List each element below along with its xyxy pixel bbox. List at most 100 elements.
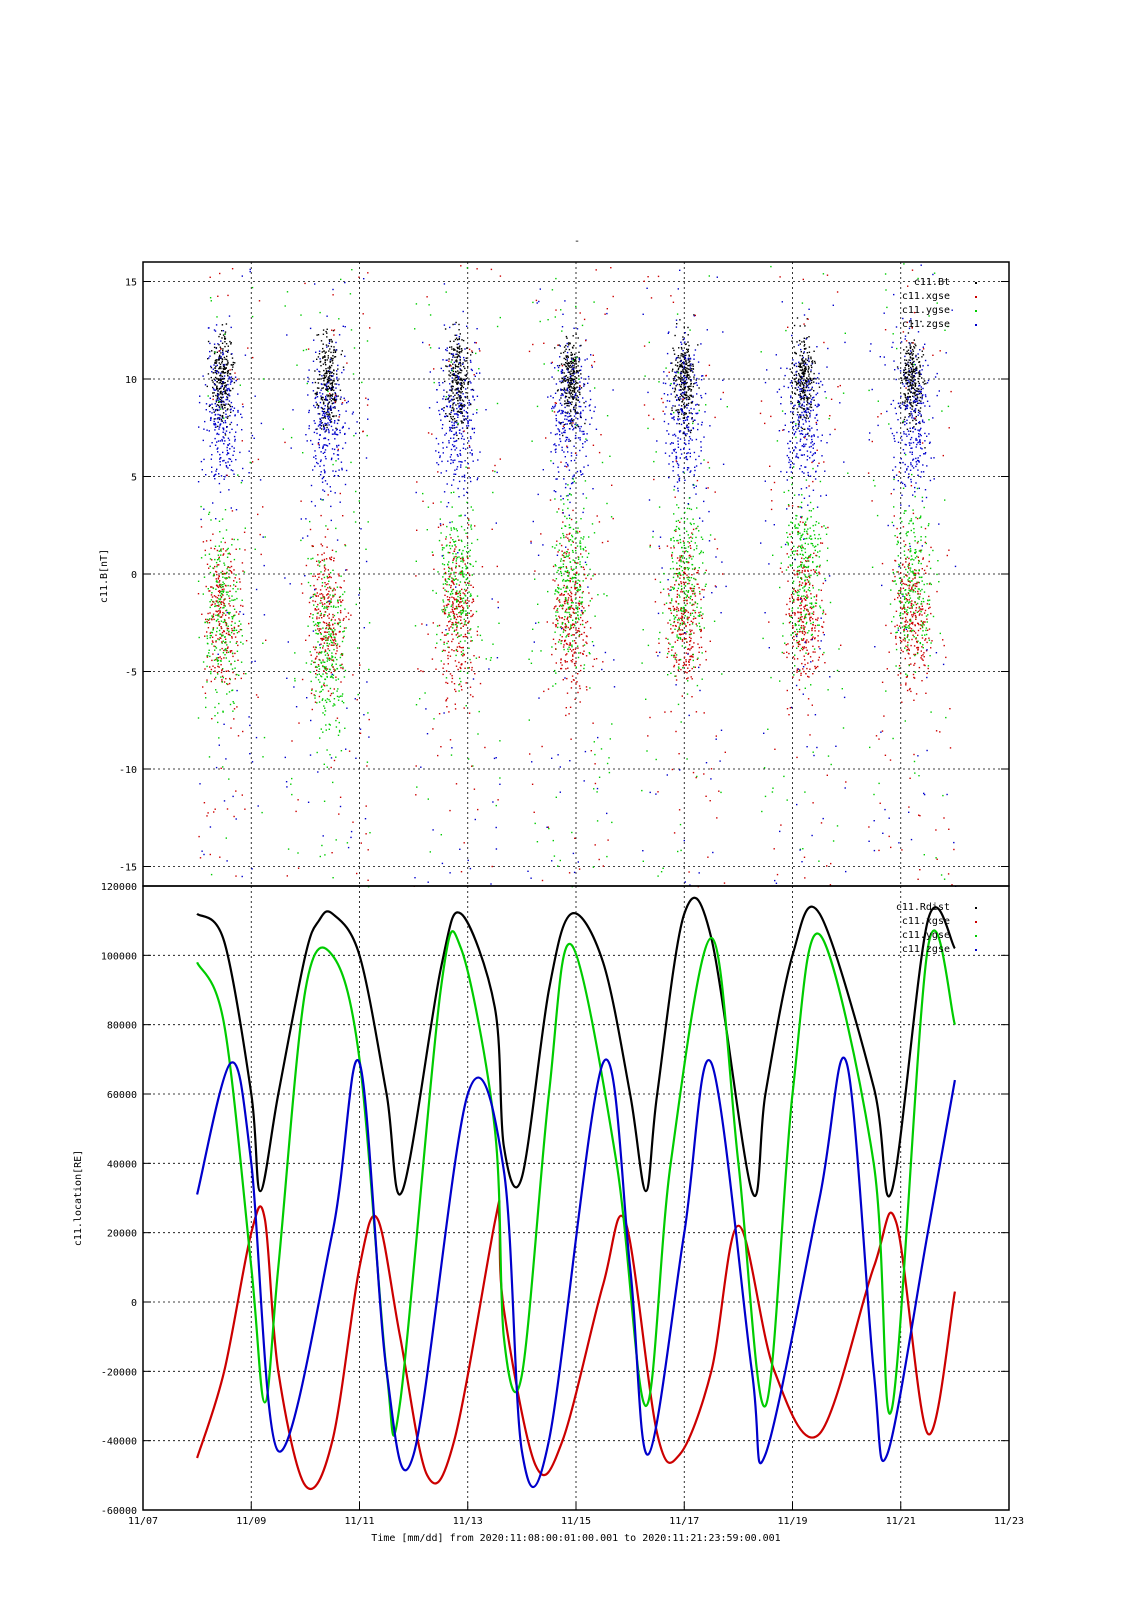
- top-point: [688, 567, 690, 569]
- top-point: [561, 369, 564, 372]
- top-point: [561, 449, 563, 451]
- top-point: [678, 423, 680, 425]
- top-point: [307, 394, 309, 396]
- top-point: [314, 381, 317, 384]
- top-point: [669, 602, 671, 604]
- top-point: [662, 588, 665, 590]
- top-point: [231, 629, 233, 632]
- top-point: [693, 587, 695, 590]
- top-point: [314, 575, 316, 577]
- top-point: [215, 570, 217, 573]
- top-point: [692, 363, 694, 366]
- top-point: [325, 444, 328, 446]
- top-point: [445, 536, 447, 538]
- top-point: [457, 438, 460, 440]
- top-point: [670, 589, 672, 591]
- top-point: [220, 367, 222, 370]
- top-point: [233, 718, 235, 720]
- top-point: [324, 376, 326, 379]
- top-point: [550, 432, 552, 434]
- top-point: [224, 345, 226, 348]
- top-point: [318, 350, 321, 352]
- top-point: [213, 595, 216, 597]
- top-point: [445, 700, 447, 702]
- top-point: [219, 656, 221, 658]
- top-point: [233, 629, 236, 632]
- top-point: [442, 587, 445, 589]
- top-point: [222, 586, 224, 588]
- top-point: [232, 710, 234, 712]
- top-point: [323, 383, 325, 385]
- top-point: [312, 545, 314, 547]
- top-point: [470, 593, 472, 595]
- top-point: [689, 655, 691, 658]
- top-point: [558, 421, 560, 423]
- top-point: [555, 578, 558, 580]
- top-point: [560, 388, 562, 390]
- top-point: [556, 511, 558, 513]
- top-point: [452, 624, 455, 626]
- top-point: [222, 594, 224, 596]
- top-point: [223, 336, 226, 338]
- top-point: [695, 578, 697, 581]
- top-point: [688, 422, 690, 425]
- top-point: [218, 581, 220, 583]
- top-point: [558, 422, 561, 424]
- top-point: [693, 314, 695, 316]
- top-point: [326, 575, 328, 578]
- top-point: [441, 547, 444, 549]
- top-point: [317, 679, 320, 681]
- top-point: [227, 683, 229, 686]
- top-point: [577, 425, 579, 428]
- top-point: [568, 405, 570, 407]
- top-point: [328, 698, 330, 701]
- top-point: [565, 600, 568, 602]
- top-point: [236, 424, 238, 426]
- top-point: [679, 555, 681, 557]
- top-point: [564, 570, 566, 573]
- top-point: [324, 637, 327, 639]
- top-point: [458, 338, 460, 341]
- top-point: [218, 585, 220, 587]
- top-point: [233, 381, 236, 384]
- top-point: [568, 606, 571, 608]
- top-point: [454, 323, 456, 325]
- top-point: [227, 349, 229, 352]
- top-point: [336, 454, 339, 456]
- top-point: [684, 427, 686, 430]
- top-point: [688, 596, 690, 599]
- top-point: [468, 605, 470, 607]
- top-point: [220, 378, 222, 381]
- top-point: [320, 422, 322, 424]
- top-point: [553, 490, 555, 492]
- top-point: [570, 659, 572, 662]
- top-point: [330, 644, 333, 646]
- top-point: [561, 664, 563, 666]
- top-point: [694, 601, 697, 603]
- top-point: [705, 569, 707, 572]
- top-point: [454, 629, 456, 632]
- top-point: [230, 364, 232, 366]
- top-point: [577, 606, 579, 608]
- top-point: [222, 634, 224, 637]
- top-point: [684, 397, 686, 400]
- top-point: [471, 666, 473, 669]
- top-point: [570, 626, 572, 628]
- top-point: [672, 576, 675, 579]
- top-point: [564, 556, 567, 558]
- top-point: [459, 635, 461, 637]
- top-point: [680, 607, 682, 609]
- top-point: [574, 423, 576, 426]
- top-point: [447, 590, 449, 593]
- top-point: [688, 368, 690, 371]
- top-point: [448, 440, 450, 442]
- top-point: [226, 647, 229, 649]
- top-point: [322, 689, 324, 691]
- top-point: [677, 443, 679, 445]
- top-point: [459, 402, 461, 404]
- top-point: [570, 586, 573, 589]
- top-point: [471, 454, 473, 456]
- top-point: [693, 523, 695, 525]
- top-point: [236, 597, 238, 600]
- top-point: [469, 574, 471, 577]
